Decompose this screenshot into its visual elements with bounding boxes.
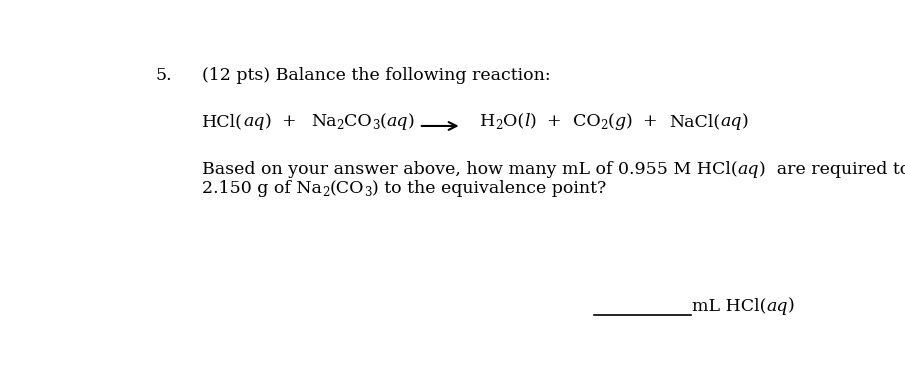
Text: 5.: 5.: [156, 67, 172, 84]
Text: l: l: [524, 113, 529, 130]
Text: 2: 2: [495, 119, 502, 132]
Text: 2.150 g of Na: 2.150 g of Na: [202, 180, 322, 197]
Text: Based on your answer above, how many mL of 0.955 M HCl(: Based on your answer above, how many mL …: [202, 161, 738, 179]
Text: ) to the equivalence point?: ) to the equivalence point?: [371, 180, 605, 197]
Text: +: +: [536, 113, 573, 130]
Text: (: (: [608, 113, 614, 130]
Text: +: +: [633, 113, 669, 130]
Text: CO: CO: [573, 113, 601, 130]
Text: ): ): [742, 113, 748, 130]
Text: ): ): [407, 113, 414, 130]
Text: ): ): [529, 113, 536, 130]
Text: HCl(: HCl(: [202, 113, 243, 130]
Text: aq: aq: [767, 298, 788, 315]
Text: 2: 2: [337, 119, 344, 132]
Text: g: g: [614, 113, 625, 130]
Text: mL HCl(: mL HCl(: [692, 298, 767, 315]
Text: aq: aq: [738, 161, 759, 179]
Text: ): ): [264, 113, 272, 130]
Text: 3: 3: [364, 186, 371, 199]
Text: CO: CO: [344, 113, 372, 130]
Text: ): ): [788, 298, 795, 315]
Text: 2: 2: [322, 186, 329, 199]
Text: 2: 2: [601, 119, 608, 132]
Text: +: +: [272, 113, 308, 130]
Text: aq: aq: [386, 113, 407, 130]
Text: NaCl(: NaCl(: [669, 113, 720, 130]
Text: ): ): [625, 113, 633, 130]
Text: 3: 3: [372, 119, 379, 132]
Text: aq: aq: [243, 113, 264, 130]
Text: Na: Na: [311, 113, 337, 130]
Text: H: H: [480, 113, 495, 130]
Text: O(: O(: [502, 113, 524, 130]
Text: )  are required to titrate: ) are required to titrate: [759, 161, 905, 179]
Text: (: (: [379, 113, 386, 130]
Text: aq: aq: [720, 113, 742, 130]
Text: (CO: (CO: [329, 180, 364, 197]
Text: (12 pts) Balance the following reaction:: (12 pts) Balance the following reaction:: [202, 67, 551, 84]
